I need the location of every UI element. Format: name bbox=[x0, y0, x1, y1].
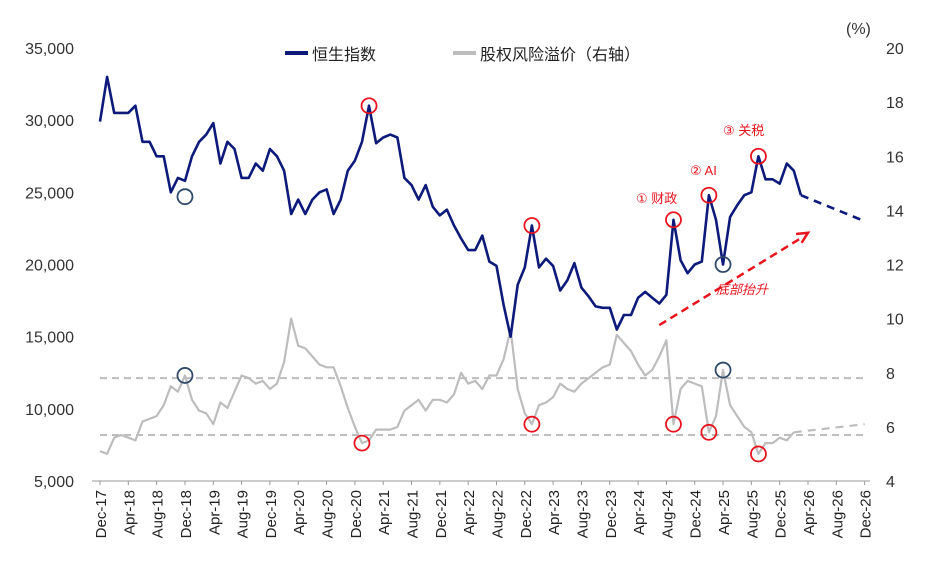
red-circle-marker bbox=[523, 415, 541, 433]
x-tick-label: Aug-23 bbox=[574, 490, 591, 538]
blue-circle-marker bbox=[714, 256, 732, 273]
x-tick-label: Aug-21 bbox=[405, 490, 422, 538]
y-right-tick-label: 10 bbox=[886, 312, 904, 329]
hsi-line bbox=[98, 75, 803, 339]
x-tick-label: Dec-23 bbox=[603, 490, 620, 538]
x-tick-label: Dec-22 bbox=[518, 490, 535, 538]
x-tick-label: Dec-21 bbox=[433, 490, 450, 538]
annotation-bottom-rising: 底部抬升 bbox=[716, 282, 769, 297]
annotation-ai: ② AI bbox=[690, 163, 717, 178]
right-axis-unit: (%) bbox=[846, 21, 871, 38]
y-left-tick-label: 30,000 bbox=[25, 113, 74, 130]
red-circle-marker bbox=[360, 97, 378, 115]
blue-circle-marker bbox=[176, 188, 194, 206]
x-tick-label: Aug-20 bbox=[320, 490, 337, 538]
y-right-tick-label: 8 bbox=[886, 366, 895, 383]
x-tick-label: Apr-18 bbox=[121, 490, 138, 535]
x-tick-label: Dec-19 bbox=[263, 490, 280, 538]
y-left-tick-label: 35,000 bbox=[25, 41, 74, 58]
x-tick-label: Aug-24 bbox=[659, 490, 676, 538]
legend-label-erp: 股权风险溢价（右轴） bbox=[480, 46, 640, 64]
y-right-tick-label: 6 bbox=[886, 420, 895, 437]
y-right-tick-label: 16 bbox=[886, 149, 904, 166]
x-tick-label: Apr-20 bbox=[291, 490, 308, 535]
arrow-head-icon bbox=[795, 231, 811, 244]
x-tick-label: Apr-21 bbox=[376, 490, 393, 535]
x-tick-label: Dec-18 bbox=[178, 490, 195, 538]
y-left-tick-label: 15,000 bbox=[25, 330, 74, 347]
red-circle-marker bbox=[665, 415, 682, 433]
annotation-fiscal: ① 财政 bbox=[636, 191, 677, 206]
y-left-tick-label: 10,000 bbox=[25, 402, 74, 419]
y-right-tick-label: 18 bbox=[886, 95, 904, 112]
y-right-tick-label: 4 bbox=[886, 474, 895, 491]
x-tick-label: Aug-19 bbox=[235, 490, 252, 538]
y-left-tick-label: 25,000 bbox=[25, 185, 74, 202]
y-left-tick-label: 20,000 bbox=[25, 258, 74, 275]
blue-circle-marker bbox=[714, 361, 732, 379]
x-tick-label: Aug-25 bbox=[744, 490, 761, 538]
legend-label-hsi: 恒生指数 bbox=[312, 46, 376, 64]
erp-line bbox=[99, 317, 795, 455]
x-tick-label: Apr-22 bbox=[461, 490, 478, 535]
red-circle-marker bbox=[353, 434, 371, 452]
hsi-projection-line bbox=[800, 194, 866, 223]
red-circle-marker bbox=[523, 217, 541, 234]
y-left-tick-label: 5,000 bbox=[34, 474, 74, 491]
red-circle-marker bbox=[665, 211, 682, 229]
erp-projection-line bbox=[793, 423, 865, 434]
legend: 恒生指数 股权风险溢价（右轴） bbox=[285, 46, 640, 64]
x-tick-label: Dec-20 bbox=[348, 490, 365, 538]
blue-circle-marker bbox=[176, 367, 194, 384]
x-tick-label: Dec-26 bbox=[858, 490, 875, 538]
x-tick-label: Aug-22 bbox=[489, 490, 506, 538]
x-tick-label: Apr-19 bbox=[206, 490, 223, 535]
red-circle-marker bbox=[750, 445, 767, 463]
y-right-tick-label: 12 bbox=[886, 258, 904, 275]
x-tick-label: Aug-18 bbox=[150, 490, 167, 538]
red-circle-marker bbox=[750, 147, 767, 165]
rising-trend-arrow bbox=[658, 237, 801, 327]
x-tick-label: Apr-26 bbox=[801, 490, 818, 535]
y-right-tick-label: 20 bbox=[886, 41, 904, 58]
x-tick-label: Aug-26 bbox=[829, 490, 846, 538]
x-tick-label: Dec-25 bbox=[773, 490, 790, 538]
x-tick-label: Apr-23 bbox=[546, 490, 563, 535]
red-circle-marker bbox=[700, 423, 718, 441]
x-tick-label: Dec-24 bbox=[688, 490, 705, 538]
red-circle-marker bbox=[700, 186, 718, 204]
x-tick-label: Dec-17 bbox=[93, 490, 110, 538]
y-right-tick-label: 14 bbox=[886, 203, 904, 220]
annotation-tariff: ③ 关税 bbox=[723, 123, 764, 138]
x-tick-label: Apr-24 bbox=[631, 490, 648, 535]
x-tick-label: Apr-25 bbox=[716, 490, 733, 535]
